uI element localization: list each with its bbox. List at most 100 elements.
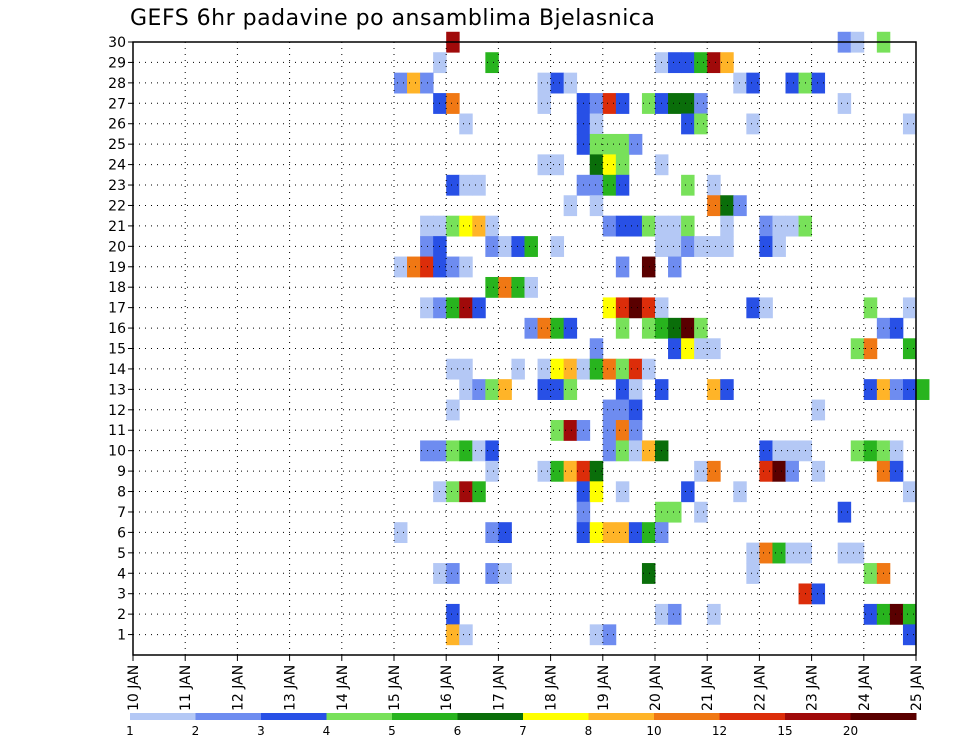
x-tick-label: 12 JAN: [230, 665, 246, 711]
heatmap-cell: [524, 236, 538, 257]
heatmap-cell: [420, 72, 434, 94]
heatmap-cell: [707, 379, 721, 400]
colorbar-label: 3: [257, 724, 265, 738]
heatmap-cell: [837, 501, 852, 523]
heatmap-cell: [420, 236, 434, 257]
heatmap-cell: [916, 379, 930, 400]
heatmap-cell: [485, 215, 499, 237]
y-tick-label: 16: [108, 321, 126, 337]
heatmap-cell: [602, 297, 617, 319]
heatmap-cell: [472, 440, 486, 462]
heatmap-cell: [902, 338, 917, 360]
heatmap-cell: [563, 195, 578, 217]
x-tick-label: 20 JAN: [648, 665, 664, 711]
heatmap-cell: [759, 236, 773, 257]
heatmap-cell: [772, 542, 786, 564]
chart-title: GEFS 6hr padavine po ansamblima Bjelasni…: [130, 6, 656, 31]
x-tick-label: 19 JAN: [596, 665, 612, 711]
heatmap-cell: [615, 297, 630, 319]
heatmap-cell: [641, 93, 656, 114]
heatmap-cell: [641, 256, 656, 278]
colorbar-label: 20: [843, 724, 858, 738]
y-tick-label: 12: [108, 403, 126, 419]
heatmap-cell: [772, 440, 786, 462]
heatmap-cell: [550, 236, 565, 257]
heatmap-cell: [485, 563, 499, 584]
heatmap-cell: [720, 195, 734, 217]
heatmap-cell: [681, 481, 695, 503]
heatmap-cell: [446, 563, 460, 584]
colorbar-segment: [588, 713, 655, 720]
heatmap-cell: [694, 317, 708, 339]
heatmap-cell: [446, 481, 460, 503]
heatmap-cell: [707, 174, 721, 196]
heatmap-cell: [707, 460, 721, 482]
heatmap-cell: [641, 440, 656, 462]
heatmap-cell: [668, 317, 682, 339]
heatmap-cell: [628, 522, 643, 544]
heatmap-cell: [459, 174, 473, 196]
heatmap-cell: [668, 52, 682, 74]
colorbar-label: 4: [323, 724, 331, 738]
heatmap-cell: [889, 317, 904, 339]
heatmap-cell: [459, 215, 473, 237]
heatmap-cell: [641, 297, 656, 319]
heatmap-cell: [589, 154, 604, 176]
x-tick-label: 10 JAN: [126, 665, 142, 711]
heatmap-cell: [407, 256, 421, 278]
heatmap-cell: [694, 501, 708, 523]
heatmap-cell: [511, 236, 525, 257]
heatmap-cell: [681, 338, 695, 360]
colorbar-segment: [719, 713, 786, 720]
x-tick-label: 14 JAN: [335, 665, 351, 711]
heatmap-cell: [459, 624, 473, 646]
heatmap-cell: [563, 379, 578, 400]
heatmap-cell: [550, 460, 565, 482]
heatmap-cell: [446, 603, 460, 625]
heatmap-cell: [420, 215, 434, 237]
heatmap-cell: [746, 113, 760, 135]
heatmap-cell: [641, 563, 656, 584]
heatmap-cell: [394, 72, 408, 94]
heatmap-cell: [485, 236, 499, 257]
y-tick-label: 30: [108, 35, 126, 51]
heatmap-cell: [707, 236, 721, 257]
heatmap-cell: [889, 440, 904, 462]
heatmap-cell: [602, 358, 617, 380]
heatmap-cell: [707, 195, 721, 217]
heatmap-cell: [472, 215, 486, 237]
heatmap-cell: [446, 440, 460, 462]
heatmap-cell: [759, 460, 773, 482]
heatmap-cell: [537, 72, 551, 94]
heatmap-cell: [615, 256, 630, 278]
heatmap-cell: [602, 399, 617, 421]
heatmap-cell: [589, 522, 604, 544]
heatmap-cell: [694, 338, 708, 360]
y-tick-label: 2: [117, 607, 126, 623]
heatmap-cell: [589, 624, 604, 646]
heatmap-cell: [681, 113, 695, 135]
colorbar-label: 15: [777, 724, 792, 738]
y-tick-label: 4: [117, 566, 126, 582]
heatmap-cell: [563, 72, 578, 94]
heatmap-cell: [733, 195, 747, 217]
heatmap-cell: [550, 379, 565, 400]
heatmap-cell: [641, 358, 656, 380]
heatmap-cell: [615, 399, 630, 421]
heatmap-cell: [459, 358, 473, 380]
y-tick-label: 13: [108, 382, 126, 398]
y-tick-label: 22: [108, 198, 126, 214]
x-tick-label: 22 JAN: [752, 665, 768, 711]
y-tick-label: 9: [117, 464, 126, 480]
colorbar-segment: [457, 713, 524, 720]
y-tick-label: 8: [117, 485, 126, 501]
heatmap-cell: [641, 215, 656, 237]
heatmap-cell: [615, 358, 630, 380]
heatmap-cell: [602, 174, 617, 196]
heatmap-cell: [694, 460, 708, 482]
heatmap-cell: [889, 603, 904, 625]
x-tick-label: 15 JAN: [387, 665, 403, 711]
heatmap-cell: [902, 603, 917, 625]
heatmap-cell: [668, 501, 682, 523]
